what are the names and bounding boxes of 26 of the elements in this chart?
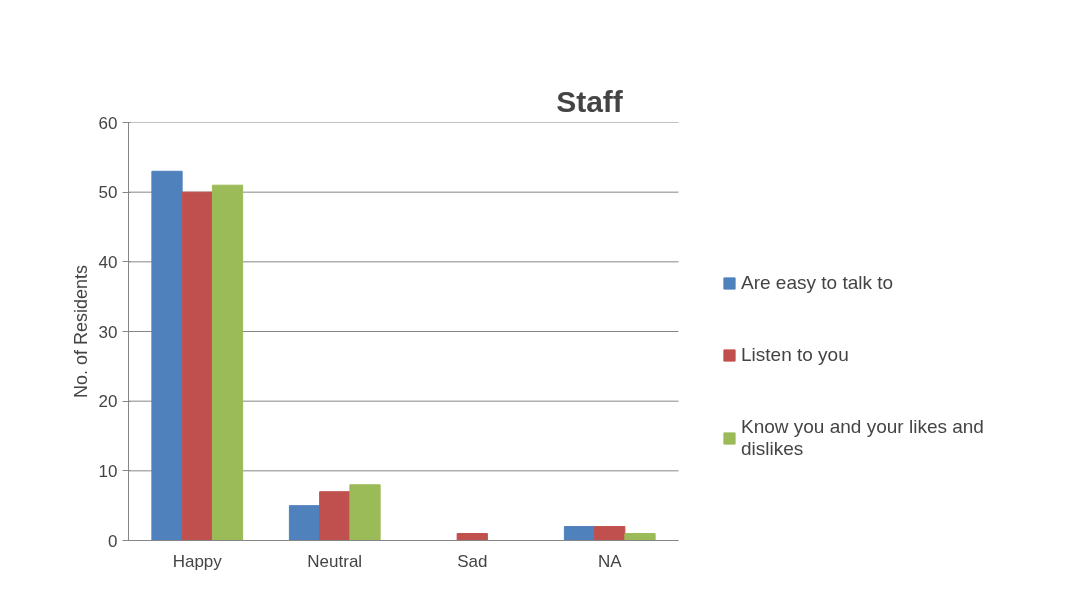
bar bbox=[563, 526, 596, 541]
y-tick-label: 60 bbox=[98, 113, 118, 133]
bar bbox=[288, 505, 321, 541]
x-tick-label: NA bbox=[597, 551, 623, 571]
bar bbox=[211, 184, 244, 541]
legend-label: Know you and your likes and dislikes bbox=[741, 416, 984, 460]
x-tick-label: Neutral bbox=[307, 551, 363, 571]
bar bbox=[319, 491, 351, 541]
y-tick-label: 0 bbox=[108, 531, 118, 551]
bar bbox=[181, 191, 213, 541]
y-tick-label: 40 bbox=[98, 252, 118, 272]
legend-label: Listen to you bbox=[741, 344, 849, 366]
legend-label: Are easy to talk to bbox=[741, 272, 894, 294]
x-tick-label: Happy bbox=[172, 551, 223, 571]
y-tick-label: 10 bbox=[98, 461, 118, 481]
y-axis-title: No. of Residents bbox=[70, 264, 91, 399]
y-tick-label: 30 bbox=[98, 322, 118, 342]
bar bbox=[594, 526, 626, 541]
y-tick-label: 50 bbox=[98, 183, 118, 203]
bar bbox=[456, 533, 488, 541]
bar bbox=[349, 484, 381, 541]
x-tick-label: Sad bbox=[457, 551, 488, 571]
bar bbox=[624, 533, 656, 541]
chart-title: Staff bbox=[556, 84, 624, 118]
y-tick-label: 20 bbox=[98, 392, 118, 412]
bar bbox=[151, 170, 183, 541]
